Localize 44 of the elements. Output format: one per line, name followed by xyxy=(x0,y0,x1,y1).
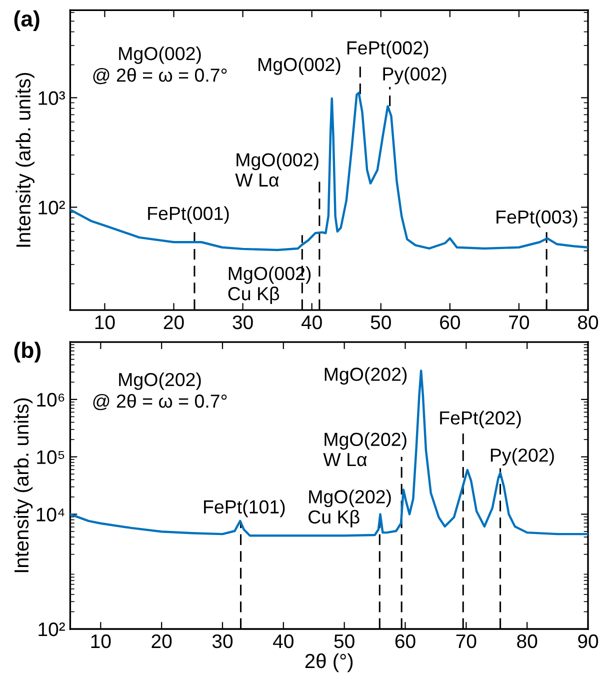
ref-line-label: MgO(202) Cu Kβ xyxy=(308,490,391,528)
ref-line-label: FePt(101) xyxy=(204,500,285,518)
y-tick-label: 10⁶ xyxy=(37,392,64,407)
x-tick-label: 40 xyxy=(301,315,322,330)
x-tick-label: 10 xyxy=(91,634,111,648)
annotation: MgO(002) @ 2θ = ω = 0.7° xyxy=(93,46,227,84)
annotation: MgO(002) xyxy=(258,57,340,75)
x-tick-label: 70 xyxy=(456,634,476,648)
x-tick-label: 20 xyxy=(152,634,172,648)
annotation: MgO(202) @ 2θ = ω = 0.7° xyxy=(93,372,227,410)
ref-line-label: MgO(002) Cu Kβ xyxy=(228,266,311,304)
x-tick-label: 80 xyxy=(517,634,538,648)
x-tick-label: 30 xyxy=(232,315,253,330)
y-tick-label: 10³ xyxy=(38,91,65,105)
x-tick-label: 50 xyxy=(370,315,391,330)
ref-line-label: FePt(202) xyxy=(440,410,521,428)
chart-title: (a) xyxy=(14,10,40,32)
line-series xyxy=(70,92,588,252)
y-axis-title: Intensity (arb. units) xyxy=(14,398,33,572)
x-tick-label: 30 xyxy=(212,634,233,648)
x-tick-label: 10 xyxy=(95,315,115,330)
chart-title: (b) xyxy=(14,342,41,362)
x-tick-label: 40 xyxy=(273,634,294,648)
x-tick-label: 80 xyxy=(578,315,598,330)
ref-line-label: MgO(202) W Lα xyxy=(323,432,406,466)
ref-line-label: FePt(001) xyxy=(148,206,229,224)
ref-line-label: Py(202) xyxy=(490,448,554,466)
ref-line-label: FePt(002) xyxy=(347,40,428,58)
ref-line-label: MgO(002) W Lα xyxy=(235,152,318,187)
y-axis-title: Intensity (arb. units) xyxy=(16,72,34,247)
x-tick-label: 20 xyxy=(164,315,184,330)
annotation: MgO(202) xyxy=(324,367,407,385)
x-tick-label: 70 xyxy=(509,315,530,330)
ref-line-label: Py(002) xyxy=(383,66,446,84)
x-axis-title: 2θ (°) xyxy=(305,653,353,672)
ref-line-label: FePt(003) xyxy=(496,210,578,228)
y-tick-label: 10⁴ xyxy=(36,508,64,522)
y-tick-label: 10² xyxy=(38,622,65,636)
y-tick-label: 10² xyxy=(38,200,65,214)
x-tick-label: 90 xyxy=(578,634,598,648)
y-tick-label: 10⁵ xyxy=(37,450,64,464)
x-tick-label: 60 xyxy=(440,315,460,330)
x-tick-label: 50 xyxy=(334,634,354,648)
x-tick-label: 60 xyxy=(395,634,416,648)
